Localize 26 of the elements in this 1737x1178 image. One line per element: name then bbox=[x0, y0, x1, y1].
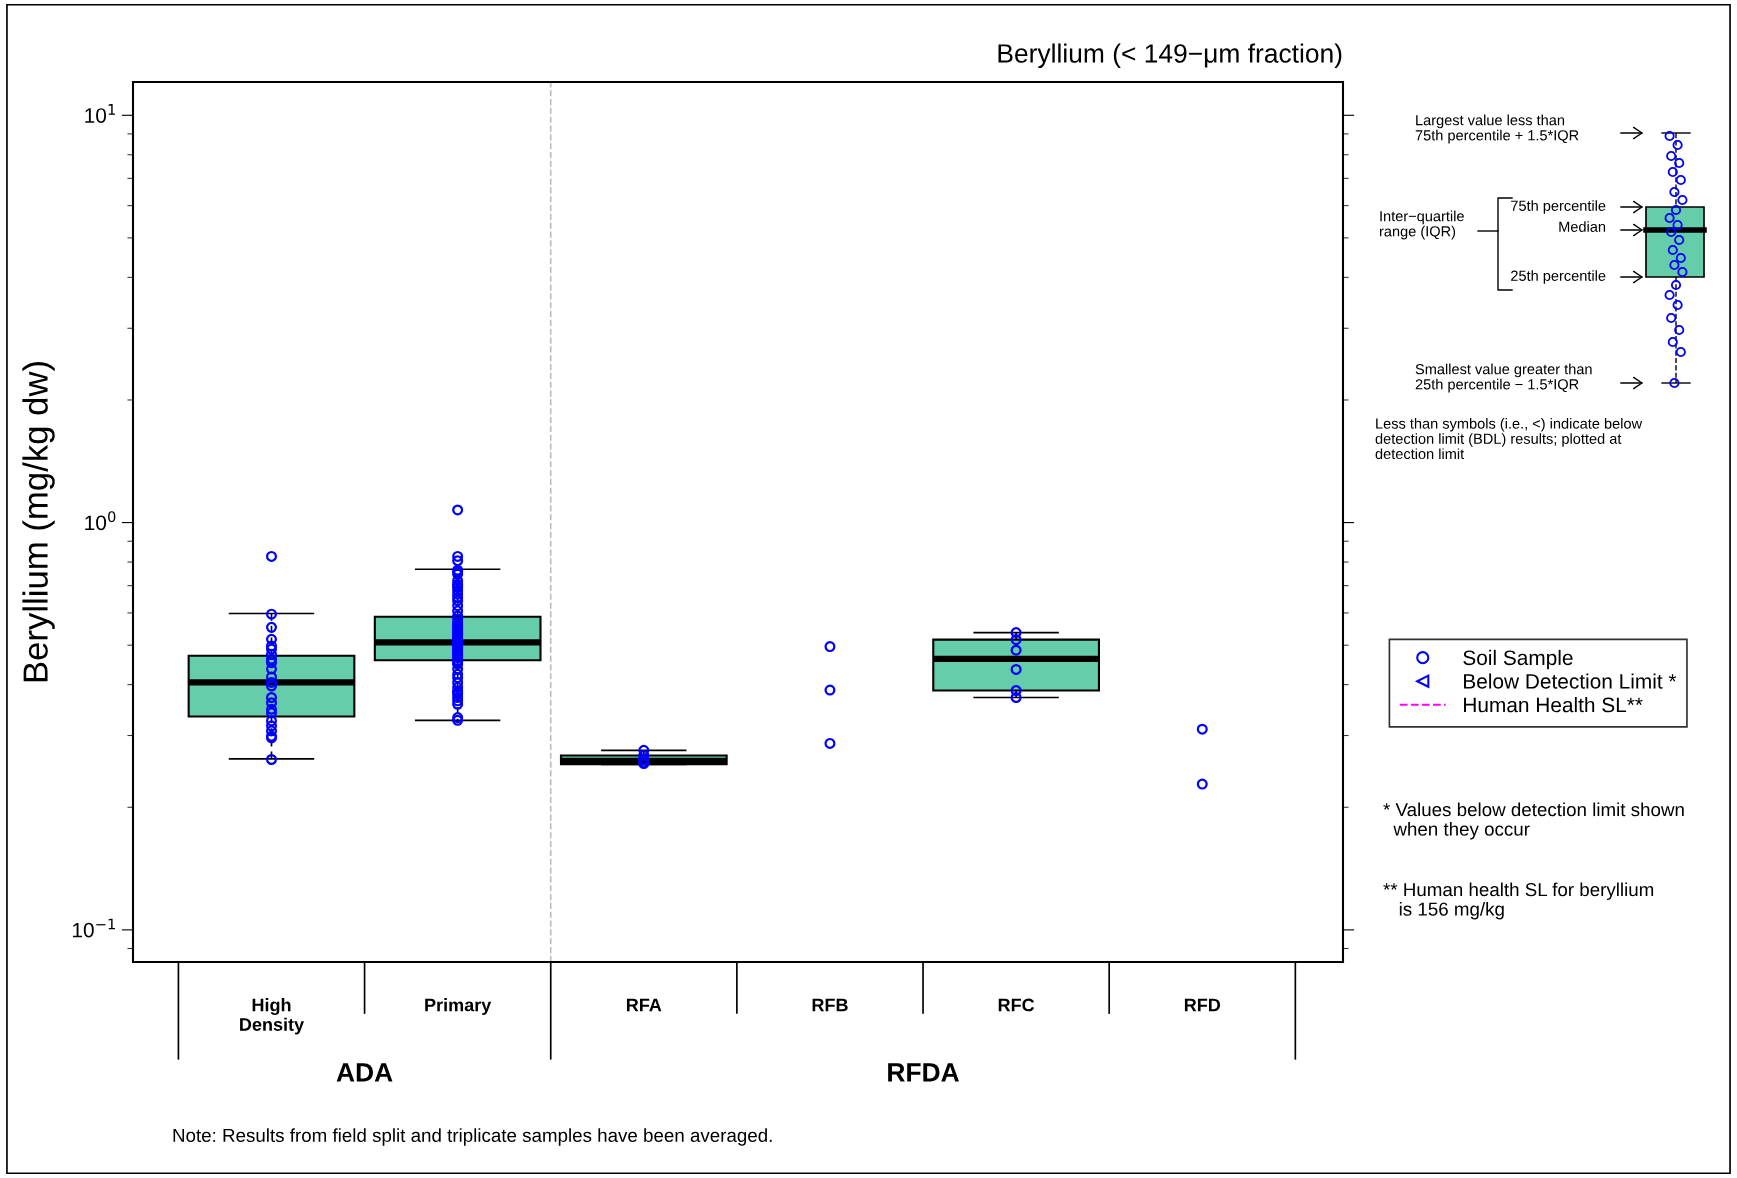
legend-label: Soil Sample bbox=[1463, 649, 1573, 670]
chart-title: Beryllium (< 149−μm fraction) bbox=[998, 43, 1342, 69]
text: RFDA bbox=[888, 1063, 959, 1082]
x-tick-label: RFB bbox=[812, 998, 848, 1012]
text: 25th percentile bbox=[1511, 270, 1606, 284]
text: Largest value less than 75th percentile + 1.5*IQR bbox=[1415, 114, 1579, 144]
x-tick-label: RFC bbox=[998, 998, 1035, 1012]
text: Median bbox=[1559, 221, 1606, 232]
text: * Values below detection limit shown when they occur bbox=[1383, 802, 1684, 840]
x-tick-label: Primary bbox=[425, 998, 492, 1015]
text: ** Human health SL for beryllium is 156 mg/kg bbox=[1383, 882, 1654, 920]
legend-label: Below Detection Limit * bbox=[1464, 673, 1677, 689]
text: Inter−quartile range (IQR) bbox=[1379, 210, 1464, 240]
text: Smallest value greater than 25th percentile − 1.5*IQR bbox=[1415, 363, 1592, 393]
legend-label: Human Health SL** bbox=[1464, 697, 1643, 713]
y-tick-label: 10$^{−1}$ bbox=[72, 918, 115, 938]
x-tick-label: RFD bbox=[1184, 998, 1221, 1012]
text: 75th percentile bbox=[1511, 200, 1606, 214]
text: Less than symbols (i.e., <) indicate below detection limit (BDL) results; plotted at detection limit bbox=[1375, 418, 1643, 460]
x-tick-label: RFA bbox=[626, 998, 662, 1012]
text: ADA bbox=[336, 1063, 393, 1082]
y-axis-title: Beryllium (mg/kg dw) bbox=[22, 362, 55, 682]
x-tick-label: High Density bbox=[240, 998, 305, 1035]
y-tick-label: 10$^{0}$ bbox=[85, 511, 116, 531]
text: Note: Results from field split and triplicate samples have been averaged. bbox=[173, 1128, 772, 1146]
y-tick-label: 10$^{1}$ bbox=[85, 104, 115, 123]
